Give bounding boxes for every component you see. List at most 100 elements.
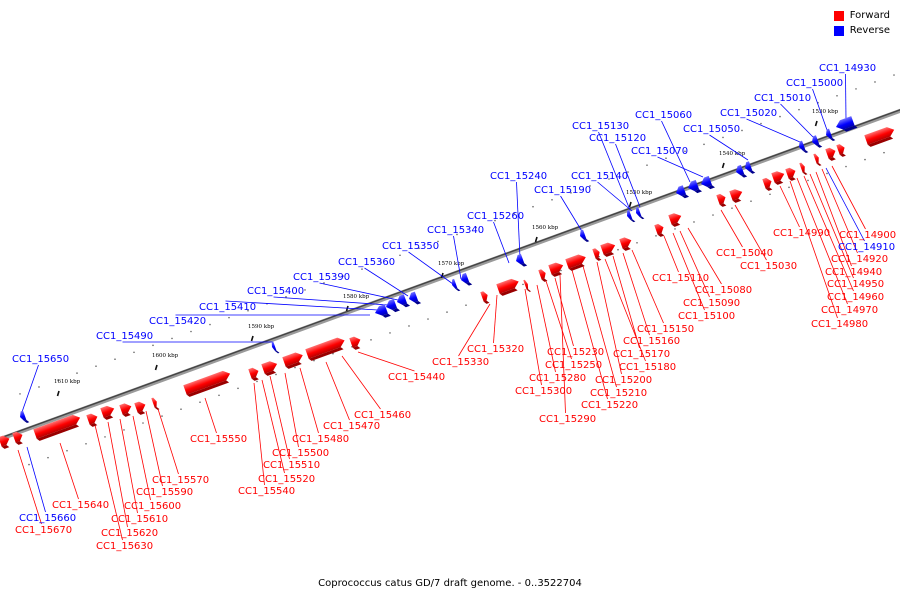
gene-label: CC1_15620 xyxy=(101,528,158,539)
tick-mark xyxy=(440,272,444,279)
legend-forward-label: Forward xyxy=(849,10,890,21)
gene-label: CC1_15630 xyxy=(96,541,153,552)
gene-label: CC1_14940 xyxy=(825,267,882,278)
leader-line xyxy=(615,143,641,208)
tick-label: 1600 kbp xyxy=(152,353,179,359)
gene-label: CC1_15130 xyxy=(572,121,629,132)
leader-line xyxy=(253,382,265,486)
reverse-gene-arrow xyxy=(516,253,528,267)
forward-gene-arrow xyxy=(771,171,785,185)
label-leader-lines xyxy=(17,73,866,541)
forward-gene-arrow xyxy=(619,237,632,251)
gene-label: CC1_15340 xyxy=(427,225,484,236)
forward-gene-arrow xyxy=(134,401,146,415)
tick-mark xyxy=(154,364,158,371)
forward-gene-arrow xyxy=(799,162,808,175)
reverse-gene-arrow xyxy=(409,291,422,305)
leader-line xyxy=(17,449,42,525)
gene-label: CC1_15520 xyxy=(258,474,315,485)
leader-line xyxy=(560,195,584,234)
leader-line xyxy=(779,185,800,228)
gene-label: CC1_15600 xyxy=(124,501,181,512)
forward-gene-arrow xyxy=(33,414,81,441)
gene-label: CC1_14990 xyxy=(773,228,830,239)
tick-mark xyxy=(814,120,818,127)
gene-label: CC1_15460 xyxy=(354,410,411,421)
forward-gene-arrow xyxy=(349,336,361,350)
leader-line xyxy=(493,221,510,264)
leader-line xyxy=(119,418,138,514)
leader-line xyxy=(663,235,679,273)
axis-ticks: 1530 kbp 1540 kbp 1550 kbp 1560 kbp 1570 kbp… xyxy=(54,109,839,397)
leader-line xyxy=(536,284,556,373)
reverse-gene-arrow xyxy=(736,164,748,178)
forward-gene-arrow xyxy=(538,269,548,282)
leader-line xyxy=(661,120,691,183)
tick-label: 1610 kbp xyxy=(54,379,81,385)
leader-line xyxy=(825,167,865,242)
leader-line xyxy=(204,397,217,434)
forward-swatch xyxy=(833,10,844,21)
leader-line xyxy=(107,421,128,528)
tick-label: 1530 kbp xyxy=(812,109,839,115)
leader-line xyxy=(261,379,285,474)
leader-line xyxy=(225,300,379,311)
forward-gene-arrow xyxy=(785,167,796,181)
tick-mark xyxy=(250,335,254,342)
gene-label: CC1_15080 xyxy=(695,285,752,296)
reverse-gene-arrow xyxy=(745,161,756,174)
reverse-gene-arrow xyxy=(701,175,716,190)
gene-label: CC1_15000 xyxy=(786,78,843,89)
leader-line xyxy=(597,181,633,212)
reverse-gene-arrow xyxy=(461,272,473,286)
gene-label: CC1_15200 xyxy=(595,375,652,386)
gene-label: CC1_15240 xyxy=(490,171,547,182)
leader-line xyxy=(357,351,415,372)
gene-label: CC1_15420 xyxy=(149,316,206,327)
forward-gene-arrow xyxy=(836,144,846,157)
gene-label: CC1_15120 xyxy=(589,133,646,144)
leader-line xyxy=(132,415,151,501)
gene-label: CC1_14920 xyxy=(831,254,888,265)
gene-label: CC1_14960 xyxy=(827,292,884,303)
leader-line xyxy=(720,209,743,248)
gene-label: CC1_15350 xyxy=(382,241,439,252)
leader-line xyxy=(622,252,650,336)
gene-label: CC1_15670 xyxy=(15,525,72,536)
gene-label: CC1_15180 xyxy=(619,362,676,373)
gene-label: CC1_15110 xyxy=(652,273,709,284)
forward-gene-arrow xyxy=(813,153,822,166)
leader-line xyxy=(458,303,491,357)
gene-label: CC1_15250 xyxy=(545,360,602,371)
forward-gene-arrow xyxy=(282,352,303,369)
gene-label: CC1_15230 xyxy=(547,347,604,358)
gene-label: CC1_15140 xyxy=(571,171,628,182)
leader-line xyxy=(364,267,409,297)
forward-gene-arrow xyxy=(305,337,345,361)
leader-line xyxy=(26,446,46,513)
gene-label: CC1_15030 xyxy=(740,261,797,272)
leader-line xyxy=(94,424,123,541)
forward-gene-arrow xyxy=(151,397,160,410)
forward-gene-arrow xyxy=(592,248,602,261)
reverse-gene-arrow xyxy=(397,294,411,308)
leader-line xyxy=(672,232,705,311)
leader-line xyxy=(524,288,542,386)
leader-line xyxy=(341,355,381,410)
gene-label: CC1_15480 xyxy=(292,434,349,445)
gene-label: CC1_15040 xyxy=(716,248,773,259)
leader-line xyxy=(269,375,290,460)
reverse-swatch xyxy=(833,25,844,36)
leader-line xyxy=(145,410,163,487)
leader-line xyxy=(598,131,631,211)
tick-mark xyxy=(56,390,60,397)
leader-line xyxy=(780,103,814,138)
leader-line xyxy=(284,372,299,448)
leader-line xyxy=(631,249,664,324)
reverse-gene-arrow xyxy=(676,185,690,199)
reverse-gene-arrow xyxy=(799,140,809,153)
leader-line xyxy=(815,171,852,267)
gene-label: CC1_15020 xyxy=(720,108,777,119)
gene-label: CC1_14970 xyxy=(821,305,878,316)
leader-line xyxy=(657,156,704,178)
